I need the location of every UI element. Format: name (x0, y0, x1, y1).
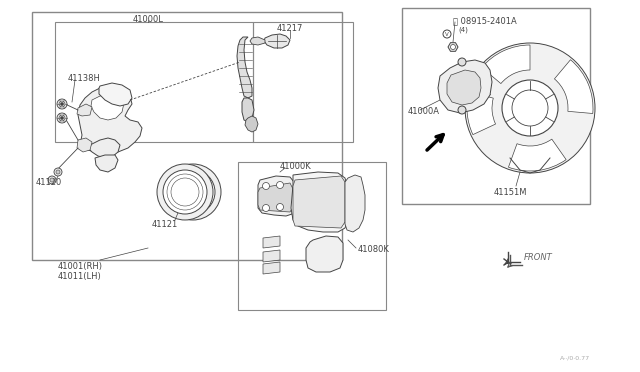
Polygon shape (263, 236, 280, 248)
Circle shape (59, 101, 65, 107)
Circle shape (61, 116, 63, 119)
Circle shape (163, 170, 207, 214)
Wedge shape (467, 92, 495, 135)
Polygon shape (263, 250, 280, 262)
Polygon shape (448, 43, 458, 51)
Circle shape (57, 113, 67, 123)
Text: 41138H: 41138H (68, 74, 101, 83)
Polygon shape (291, 172, 348, 232)
Text: FRONT: FRONT (524, 253, 553, 263)
Text: A··/0·0.77: A··/0·0.77 (560, 355, 590, 360)
Circle shape (171, 170, 215, 214)
Circle shape (59, 115, 65, 121)
Text: (4): (4) (458, 26, 468, 32)
Text: 41000K: 41000K (280, 162, 312, 171)
Text: ⓥ 08915-2401A: ⓥ 08915-2401A (453, 16, 516, 25)
Polygon shape (306, 236, 343, 272)
Circle shape (276, 182, 284, 189)
Circle shape (262, 205, 269, 212)
Polygon shape (237, 37, 252, 98)
Bar (253, 22, 353, 142)
Polygon shape (438, 60, 492, 113)
Polygon shape (91, 95, 124, 120)
Bar (238, 162, 386, 310)
Circle shape (458, 106, 466, 114)
Circle shape (48, 176, 56, 184)
Polygon shape (345, 175, 365, 232)
Circle shape (458, 58, 466, 66)
Circle shape (61, 103, 63, 106)
Polygon shape (258, 176, 294, 216)
Polygon shape (77, 138, 92, 152)
Polygon shape (99, 83, 132, 106)
Polygon shape (250, 37, 265, 45)
Polygon shape (77, 104, 92, 116)
Wedge shape (508, 139, 566, 171)
Circle shape (465, 43, 595, 173)
Text: 41000L: 41000L (132, 15, 163, 24)
Polygon shape (264, 34, 290, 48)
Circle shape (502, 80, 558, 136)
Text: V: V (445, 32, 449, 36)
Polygon shape (78, 86, 142, 154)
Wedge shape (482, 45, 530, 84)
Text: 41151M: 41151M (493, 188, 527, 197)
Bar (55, 22, 253, 142)
Bar (32, 12, 342, 260)
Text: 41121: 41121 (152, 220, 178, 229)
Text: 41080K: 41080K (358, 245, 390, 254)
Polygon shape (245, 116, 258, 132)
Circle shape (157, 164, 213, 220)
Polygon shape (95, 155, 118, 172)
Circle shape (50, 178, 54, 182)
Circle shape (54, 168, 62, 176)
Wedge shape (554, 60, 593, 113)
Text: 41011(LH): 41011(LH) (58, 272, 102, 281)
Bar (402, 8, 590, 204)
Circle shape (57, 99, 67, 109)
Polygon shape (242, 98, 254, 122)
Polygon shape (263, 262, 280, 274)
Text: 41000A: 41000A (408, 107, 440, 116)
Circle shape (262, 183, 269, 189)
Circle shape (451, 45, 456, 49)
Polygon shape (88, 138, 120, 158)
Circle shape (165, 164, 221, 220)
Polygon shape (293, 176, 345, 228)
Text: 41001(RH): 41001(RH) (58, 262, 103, 271)
Text: 41217: 41217 (277, 24, 303, 33)
Circle shape (276, 203, 284, 211)
Circle shape (56, 170, 60, 174)
Text: 41120: 41120 (36, 178, 62, 187)
Polygon shape (447, 70, 481, 105)
Polygon shape (258, 183, 293, 212)
